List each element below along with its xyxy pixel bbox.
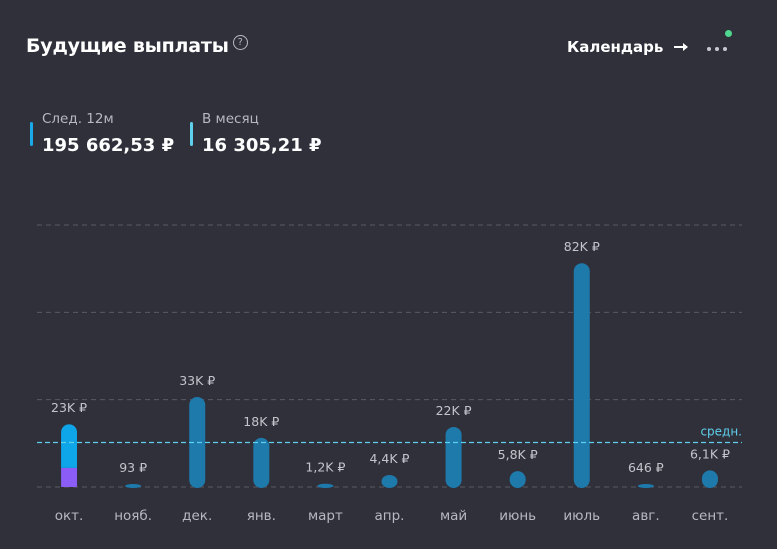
bar-value-label: 1,2K ₽ — [305, 460, 345, 475]
bar — [253, 437, 270, 488]
bar — [445, 426, 462, 488]
x-tick-label: июнь — [499, 508, 536, 524]
bar-value-label: 93 ₽ — [119, 460, 147, 475]
x-tick-label: апр. — [375, 508, 405, 524]
x-tick-label: дек. — [182, 508, 212, 524]
stat-label: В месяц — [202, 111, 259, 127]
x-tick-label: окт. — [55, 508, 84, 524]
bar-value-label: 646 ₽ — [628, 460, 664, 475]
bar — [637, 484, 654, 488]
question-circle-icon[interactable]: ? — [232, 35, 248, 50]
arrow-right-icon — [673, 38, 689, 56]
widget-title: Будущие выплаты ? — [26, 35, 248, 57]
average-label: средн. — [700, 425, 742, 439]
x-tick-label: янв. — [247, 508, 276, 524]
stat-value: 16 305,21 ₽ — [202, 135, 322, 156]
x-tick-label: июль — [563, 508, 600, 524]
x-tick-label: май — [440, 508, 467, 524]
bar-value-label: 6,1K ₽ — [690, 446, 730, 461]
x-tick-label: авг. — [632, 508, 660, 524]
x-tick-label: сент. — [692, 508, 729, 524]
bar-value-label: 82K ₽ — [564, 239, 600, 254]
calendar-link[interactable]: Календарь — [567, 38, 689, 56]
bar-value-label: 23K ₽ — [51, 400, 87, 415]
bar-value-label: 22K ₽ — [436, 403, 472, 418]
bar-value-label: 33K ₽ — [179, 373, 215, 388]
more-dots-icon — [707, 47, 711, 51]
more-dot — [723, 47, 727, 51]
bar-value-label: 18K ₽ — [243, 414, 279, 429]
widget-title-text: Будущие выплаты — [26, 35, 229, 57]
bar — [125, 484, 142, 488]
bar — [509, 471, 526, 488]
more-options-button[interactable] — [704, 36, 732, 60]
bar-segment — [61, 424, 78, 468]
bar — [573, 263, 590, 488]
bar-value-label: 4,4K ₽ — [369, 451, 409, 466]
bar — [317, 483, 334, 488]
stat-color-bar — [190, 122, 193, 146]
stat-label: След. 12м — [42, 111, 114, 127]
bar — [701, 470, 718, 488]
more-dot — [715, 47, 719, 51]
bar — [381, 474, 398, 488]
x-tick-label: март — [308, 508, 343, 524]
bar-segment — [61, 467, 78, 487]
calendar-link-label: Календарь — [567, 38, 664, 56]
bar-value-label: 5,8K ₽ — [498, 447, 538, 462]
stat-color-bar — [30, 122, 33, 146]
notification-dot — [725, 30, 732, 37]
x-tick-label: нояб. — [114, 508, 152, 524]
stat-value: 195 662,53 ₽ — [42, 135, 175, 156]
